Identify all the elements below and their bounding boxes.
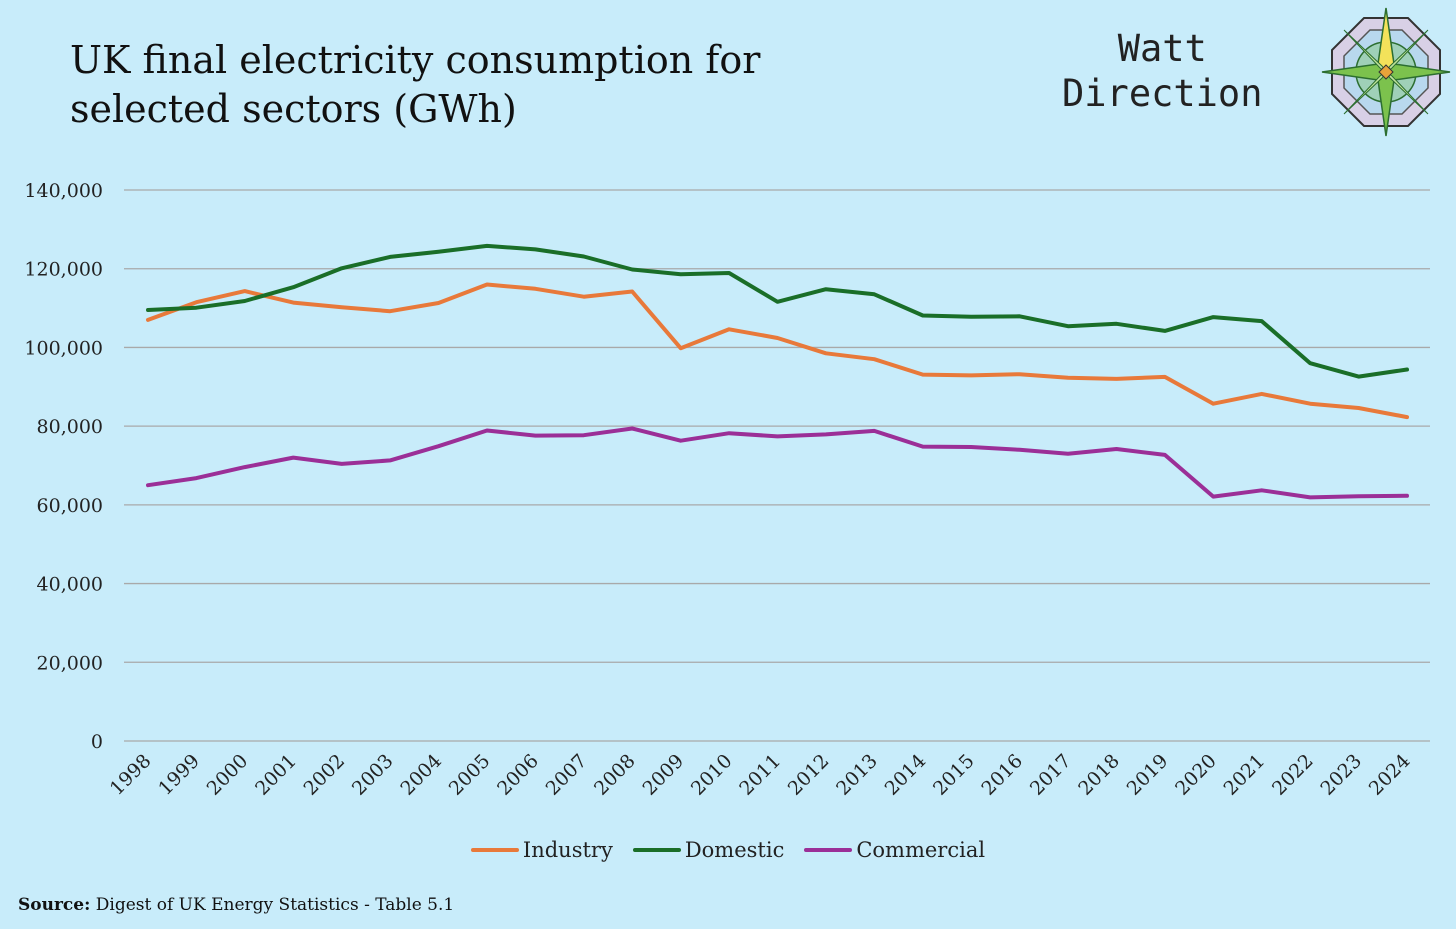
y-tick-label-1: 20,000 bbox=[37, 652, 103, 674]
chart-title-line1: UK final electricity consumption for bbox=[70, 38, 761, 82]
x-tick-label-2002: 2002 bbox=[299, 750, 349, 800]
x-tick-label-2007: 2007 bbox=[542, 750, 592, 800]
x-tick-label-2020: 2020 bbox=[1171, 750, 1221, 800]
source-text: Digest of UK Energy Statistics - Table 5… bbox=[95, 895, 455, 915]
chart-title: UK final electricity consumption for sel… bbox=[70, 36, 830, 134]
x-tick-label-2019: 2019 bbox=[1123, 750, 1173, 800]
series-line-domestic bbox=[146, 243, 1409, 379]
x-axis-tick-labels: 1998199920002001200220032004200520062007… bbox=[106, 750, 1415, 800]
x-tick-label-2006: 2006 bbox=[493, 750, 543, 800]
series-line-commercial bbox=[146, 426, 1409, 500]
chart-title-line2: selected sectors (GWh) bbox=[70, 87, 517, 131]
y-tick-label-2: 40,000 bbox=[37, 574, 103, 596]
x-tick-label-2004: 2004 bbox=[396, 750, 446, 800]
legend-item-commercial: Commercial bbox=[804, 838, 985, 862]
y-tick-label-4: 80,000 bbox=[37, 416, 103, 438]
x-tick-label-2001: 2001 bbox=[251, 750, 301, 800]
x-tick-label-2011: 2011 bbox=[735, 750, 785, 800]
legend-item-domestic: Domestic bbox=[632, 838, 785, 862]
series-line-industry bbox=[146, 282, 1409, 420]
source-note: Source: Digest of UK Energy Statistics -… bbox=[18, 895, 454, 915]
x-tick-label-2012: 2012 bbox=[784, 750, 834, 800]
brand-line2: Direction bbox=[1062, 72, 1263, 115]
legend-swatch-domestic bbox=[632, 848, 681, 852]
compass-rose-icon bbox=[1321, 7, 1451, 137]
x-tick-label-2008: 2008 bbox=[590, 750, 640, 800]
x-tick-label-2018: 2018 bbox=[1074, 750, 1124, 800]
legend-swatch-commercial bbox=[804, 848, 853, 852]
chart-legend: Industry Domestic Commercial bbox=[0, 838, 1456, 862]
x-tick-label-2010: 2010 bbox=[687, 750, 737, 800]
x-tick-label-2023: 2023 bbox=[1316, 750, 1366, 800]
y-tick-label-6: 120,000 bbox=[24, 259, 103, 281]
y-tick-label-3: 60,000 bbox=[37, 495, 103, 517]
source-label: Source: bbox=[18, 895, 91, 915]
x-tick-label-2024: 2024 bbox=[1365, 750, 1415, 800]
y-tick-label-0: 0 bbox=[91, 731, 103, 753]
x-tick-label-2005: 2005 bbox=[445, 750, 495, 800]
y-axis-tick-labels: 0 20,000 40,000 60,000 80,000 100,000 120,000 1… bbox=[24, 180, 103, 753]
x-tick-label-2009: 2009 bbox=[638, 750, 688, 800]
legend-label-domestic: Domestic bbox=[684, 838, 785, 862]
brand-wordmark: Watt Direction bbox=[1062, 26, 1262, 116]
series-lines bbox=[146, 243, 1409, 500]
x-tick-label-2000: 2000 bbox=[203, 750, 253, 800]
x-tick-label-2022: 2022 bbox=[1268, 750, 1318, 800]
x-tick-label-2013: 2013 bbox=[832, 750, 882, 800]
y-tick-label-5: 100,000 bbox=[24, 337, 103, 359]
brand-line1: Watt bbox=[1117, 27, 1207, 70]
legend-swatch-industry bbox=[470, 848, 519, 852]
legend-label-industry: Industry bbox=[522, 838, 613, 862]
legend-item-industry: Industry bbox=[470, 838, 613, 862]
y-tick-label-7: 140,000 bbox=[24, 180, 103, 202]
x-tick-label-2021: 2021 bbox=[1220, 750, 1270, 800]
x-tick-label-1998: 1998 bbox=[106, 750, 156, 800]
gridlines bbox=[124, 189, 1430, 742]
x-tick-label-2014: 2014 bbox=[881, 750, 931, 800]
x-tick-label-2003: 2003 bbox=[348, 750, 398, 800]
x-tick-label-2016: 2016 bbox=[977, 750, 1027, 800]
x-tick-label-2015: 2015 bbox=[929, 750, 979, 800]
x-tick-label-2017: 2017 bbox=[1026, 750, 1076, 800]
legend-label-commercial: Commercial bbox=[856, 838, 986, 862]
x-tick-label-1999: 1999 bbox=[154, 750, 204, 800]
